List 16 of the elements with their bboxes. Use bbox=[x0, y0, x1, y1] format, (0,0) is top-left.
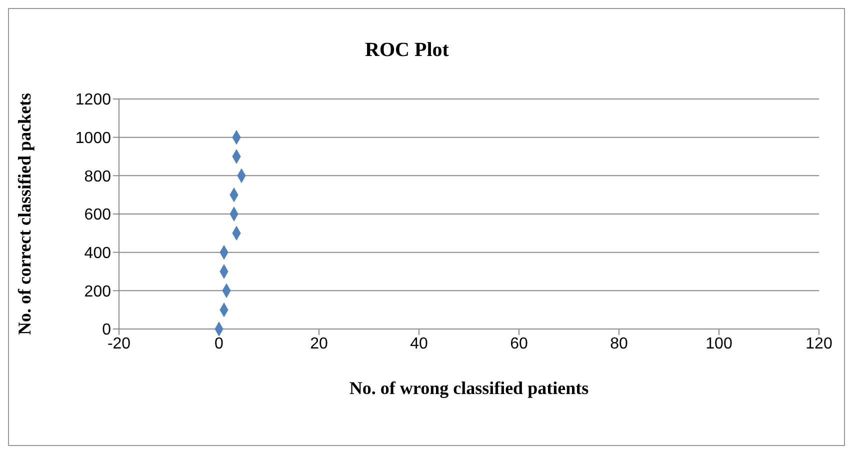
x-tick-label: 80 bbox=[610, 335, 628, 352]
y-tick-label: 600 bbox=[84, 206, 112, 224]
chart-title: ROC Plot bbox=[364, 39, 450, 62]
y-axis-title: No. of correct classified packets bbox=[14, 92, 34, 336]
x-tick-label: 20 bbox=[310, 335, 328, 352]
x-tick-label: 100 bbox=[706, 335, 732, 352]
x-axis-title: No. of wrong classified patients bbox=[349, 378, 589, 398]
x-tick-label: 0 bbox=[214, 335, 224, 352]
x-tick-label: 60 bbox=[510, 335, 528, 352]
y-tick-label: 1200 bbox=[75, 92, 112, 109]
y-tick-label: 400 bbox=[84, 245, 112, 262]
x-tick-label: 40 bbox=[410, 335, 428, 352]
y-tick-label: 200 bbox=[84, 283, 112, 300]
y-tick-label: 800 bbox=[84, 168, 112, 186]
x-tick-label: 120 bbox=[806, 335, 832, 352]
y-tick-label: 1000 bbox=[75, 130, 112, 148]
